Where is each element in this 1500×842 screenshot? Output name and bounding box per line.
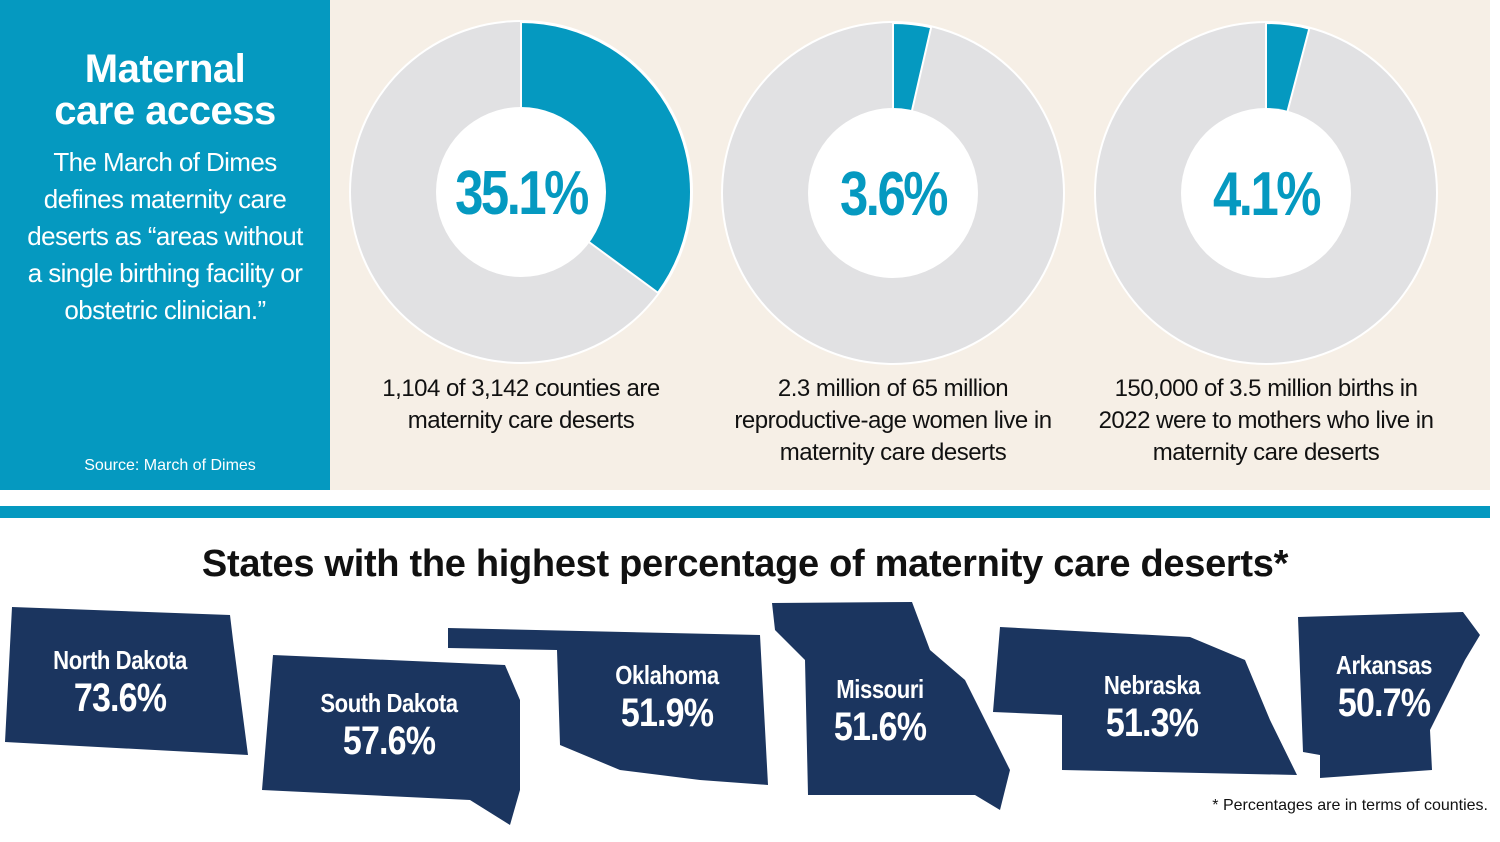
state-label: North Dakota 73.6% <box>20 645 220 721</box>
state-name: North Dakota <box>53 645 187 675</box>
donut-hole <box>436 107 606 277</box>
state-name: Arkansas <box>1335 650 1433 680</box>
state-shape-south-dakota <box>262 655 520 825</box>
state-value: 51.3% <box>1105 701 1199 745</box>
state-value: 51.9% <box>620 691 714 735</box>
state-shapes <box>5 602 1480 825</box>
state-label: Missouri 51.6% <box>780 674 980 750</box>
divider-bar <box>0 506 1490 518</box>
state-name: Oklahoma <box>615 660 719 690</box>
donut-caption: 2.3 million of 65 million reproductive-a… <box>734 375 1052 466</box>
source-note: Source: March of Dimes <box>84 457 256 474</box>
state-name: Missouri <box>836 674 924 704</box>
donut-data-label: 35.1% <box>455 159 588 228</box>
donut-value-slice <box>520 20 692 295</box>
state-shape-nebraska <box>993 627 1297 775</box>
donut-data-label: 3.6% <box>840 160 947 229</box>
state-shape-arkansas <box>1298 612 1480 778</box>
state-label: Oklahoma 51.9% <box>567 660 767 736</box>
state-name: Nebraska <box>1103 670 1201 700</box>
title-line-2: care access <box>54 89 276 133</box>
state-label: Arkansas 50.7% <box>1284 650 1484 726</box>
state-value: 57.6% <box>342 719 436 763</box>
state-label: South Dakota 57.6% <box>289 688 489 764</box>
state-value: 51.6% <box>833 705 927 749</box>
state-value: 73.6% <box>73 676 167 720</box>
definition-text: The March of Dimes defines maternity car… <box>27 147 303 325</box>
panel-title: Maternal care access <box>0 48 330 132</box>
intro-panel: Maternal care access The March of Dimes d… <box>0 0 330 490</box>
donut-caption: 1,104 of 3,142 counties are maternity ca… <box>382 375 660 434</box>
state-shape-oklahoma <box>448 628 768 785</box>
state-label: Nebraska 51.3% <box>1052 670 1252 746</box>
state-shape-north-dakota <box>5 607 248 755</box>
footnote: * Percentages are in terms of counties. <box>1212 797 1488 814</box>
state-shape-missouri <box>772 602 1010 810</box>
state-value: 50.7% <box>1337 681 1431 725</box>
donut-hole <box>1181 108 1351 278</box>
states-title: States with the highest percentage of ma… <box>201 543 1289 585</box>
donut-data-label: 4.1% <box>1213 160 1320 229</box>
donut-caption: 150,000 of 3.5 million births in 2022 we… <box>1098 375 1434 466</box>
donut-hole <box>808 108 978 278</box>
title-line-1: Maternal <box>84 47 246 91</box>
state-name: South Dakota <box>320 688 458 718</box>
